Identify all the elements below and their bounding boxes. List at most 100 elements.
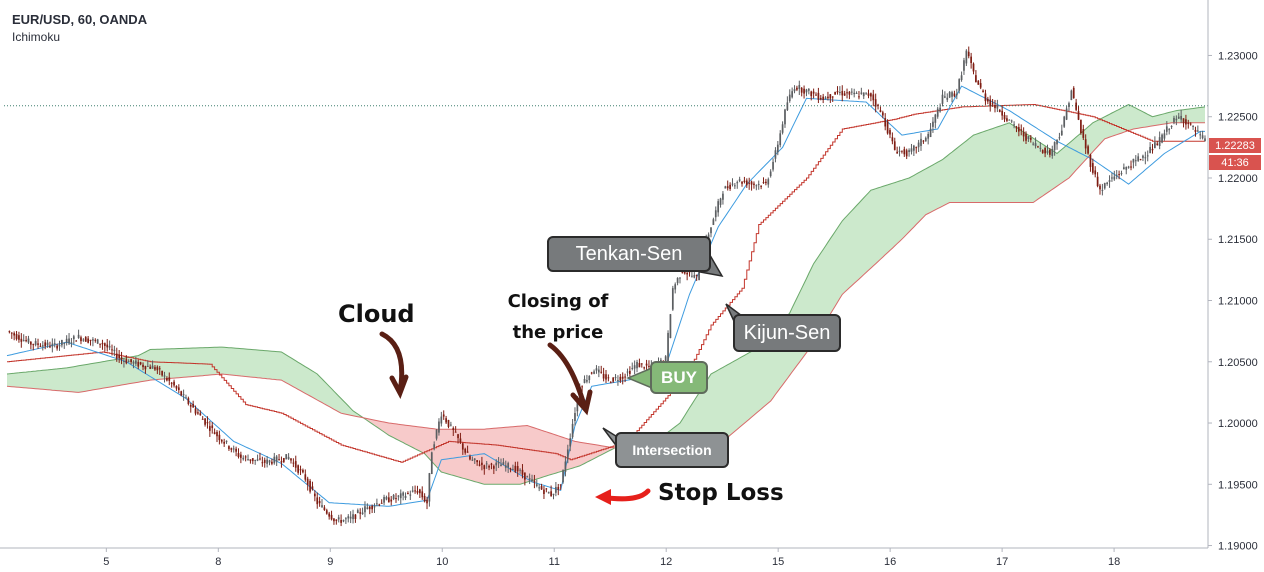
- candle-body: [891, 137, 894, 142]
- candle-body: [874, 99, 877, 107]
- candle-body: [545, 488, 548, 490]
- candle-body: [426, 499, 428, 504]
- candle-body: [581, 386, 583, 388]
- candle-body: [516, 466, 519, 472]
- candle-body: [20, 338, 23, 342]
- bearish-cloud-segment: [365, 418, 614, 485]
- candle-body: [822, 96, 825, 100]
- x-tick-label: 16: [884, 556, 896, 568]
- candle-body: [442, 414, 445, 417]
- candle-body: [1122, 167, 1125, 170]
- candle-body: [1149, 146, 1151, 154]
- candle-body: [251, 458, 254, 462]
- candle-body: [1051, 149, 1054, 156]
- indicator-lines: [4, 85, 1208, 507]
- candle-body: [967, 51, 970, 57]
- candle-body: [430, 452, 433, 474]
- candle-body: [27, 338, 30, 343]
- y-tick-label: 1.20000: [1218, 418, 1258, 430]
- candle-body: [698, 271, 700, 281]
- candle-body: [380, 502, 383, 504]
- candle-body: [1144, 157, 1147, 159]
- candle-body: [803, 88, 805, 94]
- candle-body: [593, 371, 595, 374]
- candle-body: [879, 110, 882, 113]
- candle-body: [211, 425, 214, 429]
- candle-body: [772, 161, 774, 170]
- candle-body: [605, 374, 607, 380]
- kijun-sen-line: [7, 104, 1205, 463]
- candle-body: [609, 382, 612, 384]
- candle-body: [485, 463, 488, 465]
- candle-body: [397, 495, 400, 497]
- candle-body: [1070, 90, 1073, 101]
- candle-body: [278, 459, 280, 461]
- candle-body: [664, 356, 667, 362]
- candle-body: [187, 398, 190, 404]
- candle-body: [271, 461, 273, 464]
- candle-body: [452, 428, 455, 430]
- candle-body: [901, 150, 903, 152]
- candle-body: [356, 510, 359, 513]
- candle-body: [70, 342, 73, 344]
- candle-body: [784, 109, 786, 125]
- ichimoku-cloud: [7, 104, 1205, 485]
- candle-body: [1010, 120, 1013, 122]
- candle-body: [299, 469, 302, 471]
- candle-body: [201, 418, 204, 420]
- candle-body: [268, 460, 271, 463]
- candle-body: [492, 466, 495, 469]
- candle-body: [1201, 135, 1204, 139]
- candle-body: [555, 486, 557, 493]
- candle-body: [488, 465, 490, 468]
- candle-body: [142, 364, 144, 368]
- candle-body: [1089, 154, 1092, 167]
- x-tick-label: 8: [215, 556, 221, 568]
- candle-body: [261, 462, 264, 464]
- candle-body: [1182, 118, 1185, 123]
- candle-body: [638, 363, 641, 368]
- candle-body: [208, 426, 211, 431]
- candle-body: [765, 181, 767, 184]
- candle-body: [860, 92, 863, 94]
- candle-body: [275, 456, 278, 462]
- candle-body: [767, 179, 770, 185]
- candle-body: [213, 432, 216, 434]
- candle-body: [566, 449, 569, 460]
- candle-body: [633, 365, 636, 369]
- candle-body: [361, 512, 364, 515]
- y-tick-label: 1.20500: [1218, 357, 1258, 369]
- candle-body: [72, 336, 75, 340]
- intersection-callout: Intersection: [615, 432, 729, 468]
- candle-body: [843, 93, 846, 96]
- candle-body: [643, 367, 646, 369]
- y-tick-label: 1.19000: [1218, 541, 1258, 553]
- candle-body: [1082, 129, 1085, 138]
- candle-body: [13, 333, 16, 336]
- x-tick-label: 9: [327, 556, 333, 568]
- candle-body: [736, 182, 739, 184]
- candle-body: [30, 341, 32, 345]
- candle-body: [853, 92, 856, 95]
- candle-body: [893, 141, 896, 150]
- candle-body: [421, 491, 424, 498]
- candle-body: [600, 371, 603, 373]
- candle-body: [266, 459, 268, 464]
- candle-body: [476, 460, 478, 463]
- candle-body: [502, 462, 505, 465]
- candle-body: [1080, 119, 1082, 133]
- candle-body: [640, 363, 643, 365]
- candle-body: [932, 121, 934, 127]
- candle-body: [750, 181, 753, 185]
- candle-body: [946, 97, 949, 100]
- candle-body: [1189, 123, 1192, 125]
- candle-body: [378, 504, 381, 506]
- candle-body: [1029, 137, 1032, 140]
- candle-body: [342, 519, 345, 522]
- candle-body: [459, 438, 462, 442]
- candle-body: [407, 493, 409, 495]
- candle-body: [569, 438, 572, 447]
- candle-body: [1056, 139, 1058, 145]
